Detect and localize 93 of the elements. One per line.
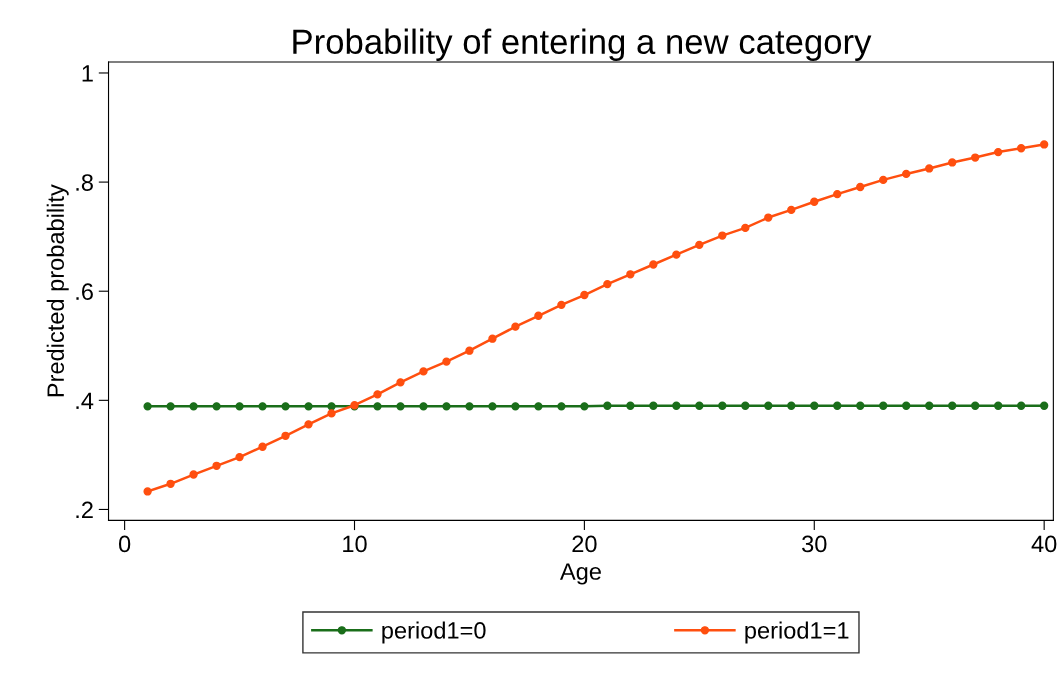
point (925, 401, 934, 410)
point (695, 240, 704, 250)
point (442, 357, 451, 366)
point (971, 401, 980, 410)
point (166, 479, 175, 488)
point (994, 147, 1003, 157)
point (879, 175, 888, 185)
y-tick-label: .4 (76, 392, 94, 409)
point (902, 401, 911, 410)
point (833, 189, 842, 199)
point (511, 402, 520, 411)
point (718, 231, 727, 240)
point (511, 322, 520, 331)
point (465, 402, 474, 411)
point (189, 402, 198, 411)
point (488, 334, 497, 343)
point (143, 402, 152, 411)
point (764, 213, 773, 222)
point (281, 402, 290, 411)
point (212, 461, 221, 470)
y-tick-label: .8 (76, 174, 93, 191)
point (580, 290, 589, 300)
point (258, 402, 267, 411)
point (1017, 144, 1026, 153)
point (189, 470, 198, 479)
point (603, 401, 612, 410)
y-tick-label: .6 (76, 283, 93, 300)
point (833, 401, 842, 410)
point (396, 378, 405, 387)
point (879, 401, 888, 410)
point (419, 367, 428, 376)
point (442, 402, 451, 411)
point (902, 169, 911, 179)
point (672, 250, 681, 259)
point (373, 402, 382, 411)
point (580, 402, 589, 411)
point (741, 401, 750, 410)
point (235, 452, 244, 462)
point (971, 153, 980, 162)
x-tick-label: 40 (1031, 535, 1057, 553)
point (994, 401, 1003, 410)
point (534, 311, 543, 320)
point (649, 260, 658, 269)
point (143, 487, 152, 496)
x-tick-label: 0 (118, 535, 131, 553)
point (603, 279, 612, 289)
point (672, 401, 681, 410)
point (304, 402, 313, 411)
point (465, 346, 474, 355)
point (534, 402, 543, 411)
point (695, 401, 704, 410)
point (396, 402, 405, 411)
point (787, 205, 796, 215)
point (810, 197, 819, 206)
point (304, 420, 313, 429)
point (810, 401, 819, 410)
legend-label: period1=0 (382, 621, 486, 644)
point (649, 401, 658, 410)
y-tick-label: .2 (76, 501, 93, 519)
point (166, 402, 175, 411)
point (327, 409, 336, 418)
legend-label: period1=1 (745, 621, 849, 644)
point (925, 164, 934, 173)
point (856, 401, 865, 410)
x-tick-label: 10 (343, 535, 367, 553)
point (626, 270, 635, 279)
point (787, 401, 796, 410)
x-axis-title: Age (559, 563, 601, 585)
point (281, 431, 290, 440)
point (626, 401, 635, 410)
point (488, 402, 497, 411)
point (373, 390, 382, 399)
point (741, 223, 750, 233)
point (948, 158, 957, 167)
x-tick-label: 20 (572, 535, 597, 553)
point (557, 402, 566, 411)
point (764, 401, 773, 410)
point (1039, 140, 1049, 149)
point (718, 401, 727, 410)
point (235, 402, 244, 411)
point (258, 442, 267, 451)
point (856, 182, 865, 192)
point (1039, 401, 1049, 410)
x-tick-label: 30 (802, 535, 827, 553)
point (557, 300, 566, 310)
point (948, 401, 957, 410)
y-axis-title: Predicted probability (46, 184, 69, 397)
point (212, 402, 221, 411)
point (327, 402, 336, 411)
point (419, 402, 428, 411)
chart-title: Probability of entering a new category (293, 28, 872, 61)
y-tick-label: 1 (82, 65, 93, 82)
point (1017, 401, 1026, 410)
